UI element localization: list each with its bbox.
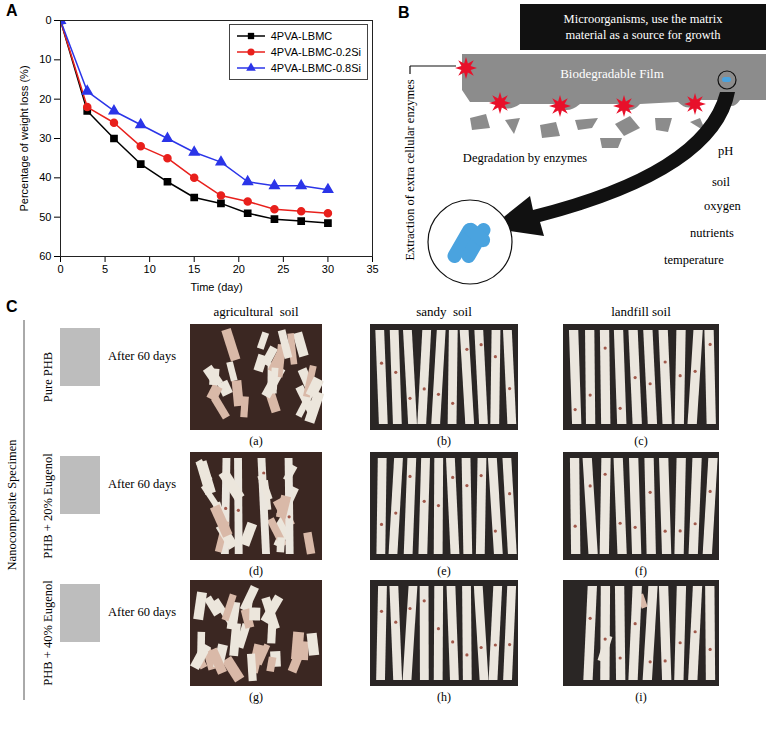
svg-text:(c): (c) xyxy=(634,434,647,448)
svg-text:PHB + 40% Eugenol: PHB + 40% Eugenol xyxy=(41,580,55,686)
svg-text:Microorganisms, use the matrix: Microorganisms, use the matrix xyxy=(564,12,724,26)
svg-text:agricultural soil: agricultural soil xyxy=(213,304,299,319)
svg-text:Degradation by enzymes: Degradation by enzymes xyxy=(463,151,587,165)
svg-text:(d): (d) xyxy=(249,564,263,578)
html-text:4PVA-LBMC-0.8Si: 4PVA-LBMC-0.8Si xyxy=(270,62,361,74)
svg-text:(b): (b) xyxy=(437,434,451,448)
svg-text:(f): (f) xyxy=(635,564,647,578)
svg-text:nutrients: nutrients xyxy=(690,226,734,240)
html-text:A: A xyxy=(6,2,18,19)
svg-text:(g): (g) xyxy=(249,690,263,704)
svg-text:10: 10 xyxy=(144,263,156,275)
svg-text:Time (day): Time (day) xyxy=(190,281,242,293)
svg-text:5: 5 xyxy=(102,263,108,275)
svg-text:Extraction of extra cellular e: Extraction of extra cellular enzymes xyxy=(403,79,417,260)
svg-text:Biodegradable Film: Biodegradable Film xyxy=(560,66,664,81)
svg-text:(h): (h) xyxy=(437,690,451,704)
svg-text:35: 35 xyxy=(366,263,378,275)
svg-text:20: 20 xyxy=(233,263,245,275)
svg-text:oxygen: oxygen xyxy=(704,199,742,213)
svg-text:After 60 days: After 60 days xyxy=(108,605,176,619)
svg-text:landfill soil: landfill soil xyxy=(611,304,671,319)
svg-text:(a): (a) xyxy=(249,434,262,448)
svg-text:B: B xyxy=(398,4,410,21)
svg-text:25: 25 xyxy=(277,263,289,275)
svg-text:Pure PHB: Pure PHB xyxy=(41,352,55,402)
svg-text:15: 15 xyxy=(188,263,200,275)
svg-text:20: 20 xyxy=(39,93,51,105)
svg-text:material as a source for growt: material as a source for growth xyxy=(565,28,721,42)
svg-text:40: 40 xyxy=(39,171,51,183)
svg-text:(e): (e) xyxy=(437,564,450,578)
svg-text:0: 0 xyxy=(45,14,51,26)
svg-text:0: 0 xyxy=(57,263,63,275)
svg-text:sandy soil: sandy soil xyxy=(416,304,472,319)
svg-text:30: 30 xyxy=(39,132,51,144)
html-text:4PVA-LBMC-0.2Si: 4PVA-LBMC-0.2Si xyxy=(270,46,361,58)
svg-text:After 60 days: After 60 days xyxy=(108,477,176,491)
svg-text:PHB + 20% Eugenol: PHB + 20% Eugenol xyxy=(41,453,55,559)
html-text:4PVA-LBMC: 4PVA-LBMC xyxy=(270,30,333,42)
svg-text:soil: soil xyxy=(712,175,731,189)
svg-text:10: 10 xyxy=(39,53,51,65)
svg-text:pH: pH xyxy=(718,144,733,158)
svg-text:After 60 days: After 60 days xyxy=(108,349,176,363)
svg-text:C: C xyxy=(6,298,18,315)
svg-text:Nanocomposite Specimen: Nanocomposite Specimen xyxy=(5,439,19,571)
svg-text:50: 50 xyxy=(39,211,51,223)
svg-text:30: 30 xyxy=(322,263,334,275)
svg-text:temperature: temperature xyxy=(664,253,724,267)
svg-text:60: 60 xyxy=(39,250,51,262)
svg-text:Percentage of weight loss (%): Percentage of weight loss (%) xyxy=(18,65,30,211)
svg-text:(i): (i) xyxy=(635,690,646,704)
